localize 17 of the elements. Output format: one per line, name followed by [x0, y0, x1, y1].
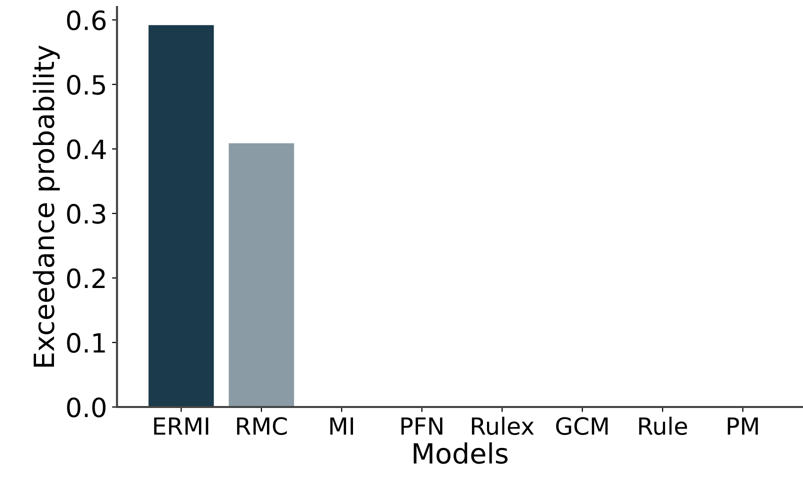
- x-tick-label: Rulex: [472, 416, 534, 435]
- x-tick-label: PFN: [401, 417, 442, 435]
- x-tick-label: RMC: [237, 417, 287, 435]
- y-tick-label: 0.6: [67, 10, 106, 30]
- x-tick-label: PM: [728, 417, 758, 435]
- x-axis-title: Models: [414, 442, 508, 464]
- x-tick-label: MI: [330, 417, 354, 435]
- y-tick-label: 0.0: [67, 397, 106, 418]
- x-tick-label: GCM: [556, 417, 608, 435]
- y-tick-label: 0.3: [67, 204, 106, 224]
- y-tick-label: 0.4: [67, 139, 106, 160]
- y-tick-label: 0.5: [67, 74, 105, 95]
- y-tick-label: 0.1: [67, 332, 105, 353]
- x-tick-label: ERMI: [154, 417, 208, 435]
- y-axis-title: Exceedance probability: [32, 46, 60, 367]
- y-tick-label: 0.2: [67, 268, 105, 288]
- x-tick-label: Rule: [639, 416, 688, 435]
